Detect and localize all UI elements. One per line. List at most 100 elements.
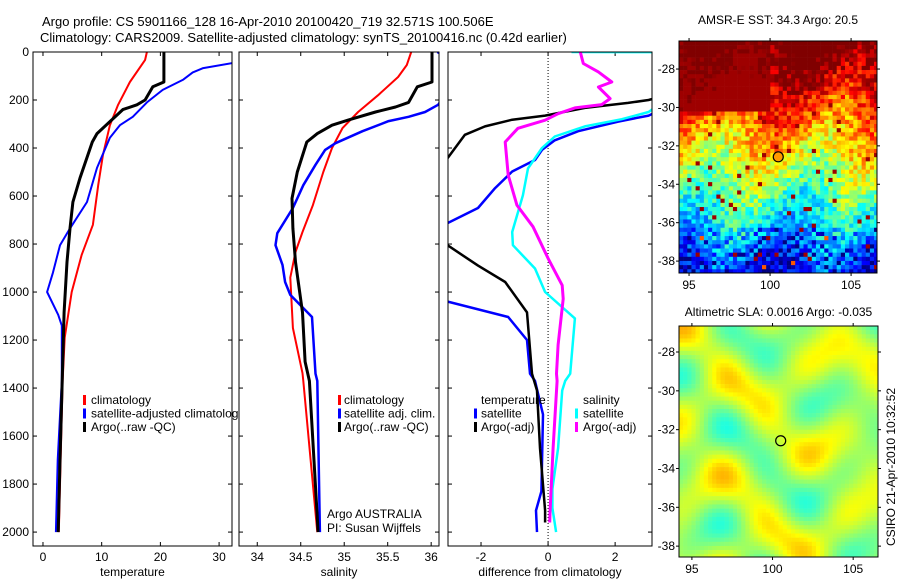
map-cell [811,396,817,401]
map-cell [766,186,771,191]
map-cell [803,496,808,501]
map-cell [782,269,788,274]
map-cell [782,240,788,245]
map-cell [869,483,875,489]
map-cell [732,186,738,191]
map-cell [795,49,800,54]
map-cell [699,442,705,447]
map-cell [749,392,754,397]
map-cell [683,350,688,356]
map-cell [770,265,775,270]
map-cell [712,231,717,237]
legend-header: temperature [481,393,546,407]
map-cell [724,157,730,162]
map-cell [778,57,784,63]
map-cell [786,425,792,431]
map-cell [757,454,763,460]
map-cell [849,392,854,397]
map-cell [703,194,709,199]
map-cell [724,375,730,381]
map-cell [741,265,746,270]
map-cell [832,227,837,233]
map-cell [782,438,788,443]
map-cell [811,359,817,364]
map-cell [774,446,779,451]
map-cell [832,173,837,179]
map-cell [716,103,721,108]
map-cell [778,379,784,385]
map-cell [874,219,878,224]
map-cell [691,363,696,368]
map-cell [836,471,842,476]
map-cell [716,492,721,497]
map-cell [861,115,867,121]
map-cell [840,265,846,270]
map-cell [853,53,858,58]
map-cell [687,132,692,137]
map-cell [699,417,705,422]
map-cell [849,207,854,212]
map-cell [803,367,808,372]
map-cell [820,496,825,501]
map-cell [766,338,771,343]
series-temperature-argo [448,97,652,523]
map-cell [845,169,850,175]
map-cell [782,94,788,100]
map-cell [691,487,696,493]
map-cell [687,371,692,377]
map-cell [712,99,717,104]
map-cell [786,252,792,258]
map-cell [865,215,871,220]
map-cell [757,492,763,497]
map-cell [815,450,821,455]
map-cell [874,375,879,381]
map-cell [770,471,775,476]
map-cell [857,256,862,262]
map-cell [786,421,792,426]
map-cell [766,207,771,212]
map-cell [857,144,862,150]
map-cell [687,70,692,75]
map-cell [782,396,788,401]
map-cell [770,458,775,464]
map-cell [716,111,721,116]
map-cell [703,165,709,170]
map-cell [795,330,800,335]
map-cell [865,355,871,360]
map-cell [774,334,779,339]
map-cell [691,379,696,385]
map-cell [832,433,837,439]
map-cell [795,388,800,393]
map-cell [845,392,850,397]
map-cell [836,136,842,141]
map-cell [712,462,717,468]
map-cell [811,458,817,464]
map-cell [799,433,804,439]
map-cell [757,202,763,208]
map-cell [683,487,688,493]
legend-label: satellite [583,407,624,421]
map-cell [691,326,696,331]
map-cell [691,483,696,489]
map-cell [687,450,692,455]
map-cell [766,78,771,83]
map-cell [803,115,808,121]
map-cell [861,350,867,356]
legend-swatch [83,408,86,419]
map-cell [774,409,779,414]
map-cell [869,231,875,237]
map-cell [828,326,833,331]
xaxis-label: temperature [100,565,165,579]
map-cell [820,392,825,397]
map-cell [874,74,878,79]
map-cell [741,487,746,493]
map-cell [861,61,867,67]
map-cell [832,182,837,187]
map-cell [865,454,871,460]
map-cell [836,404,842,410]
map-cell [849,177,854,183]
map-cell [807,41,813,46]
map-cell [728,479,734,484]
map-cell [708,124,713,129]
map-cell [791,190,796,195]
